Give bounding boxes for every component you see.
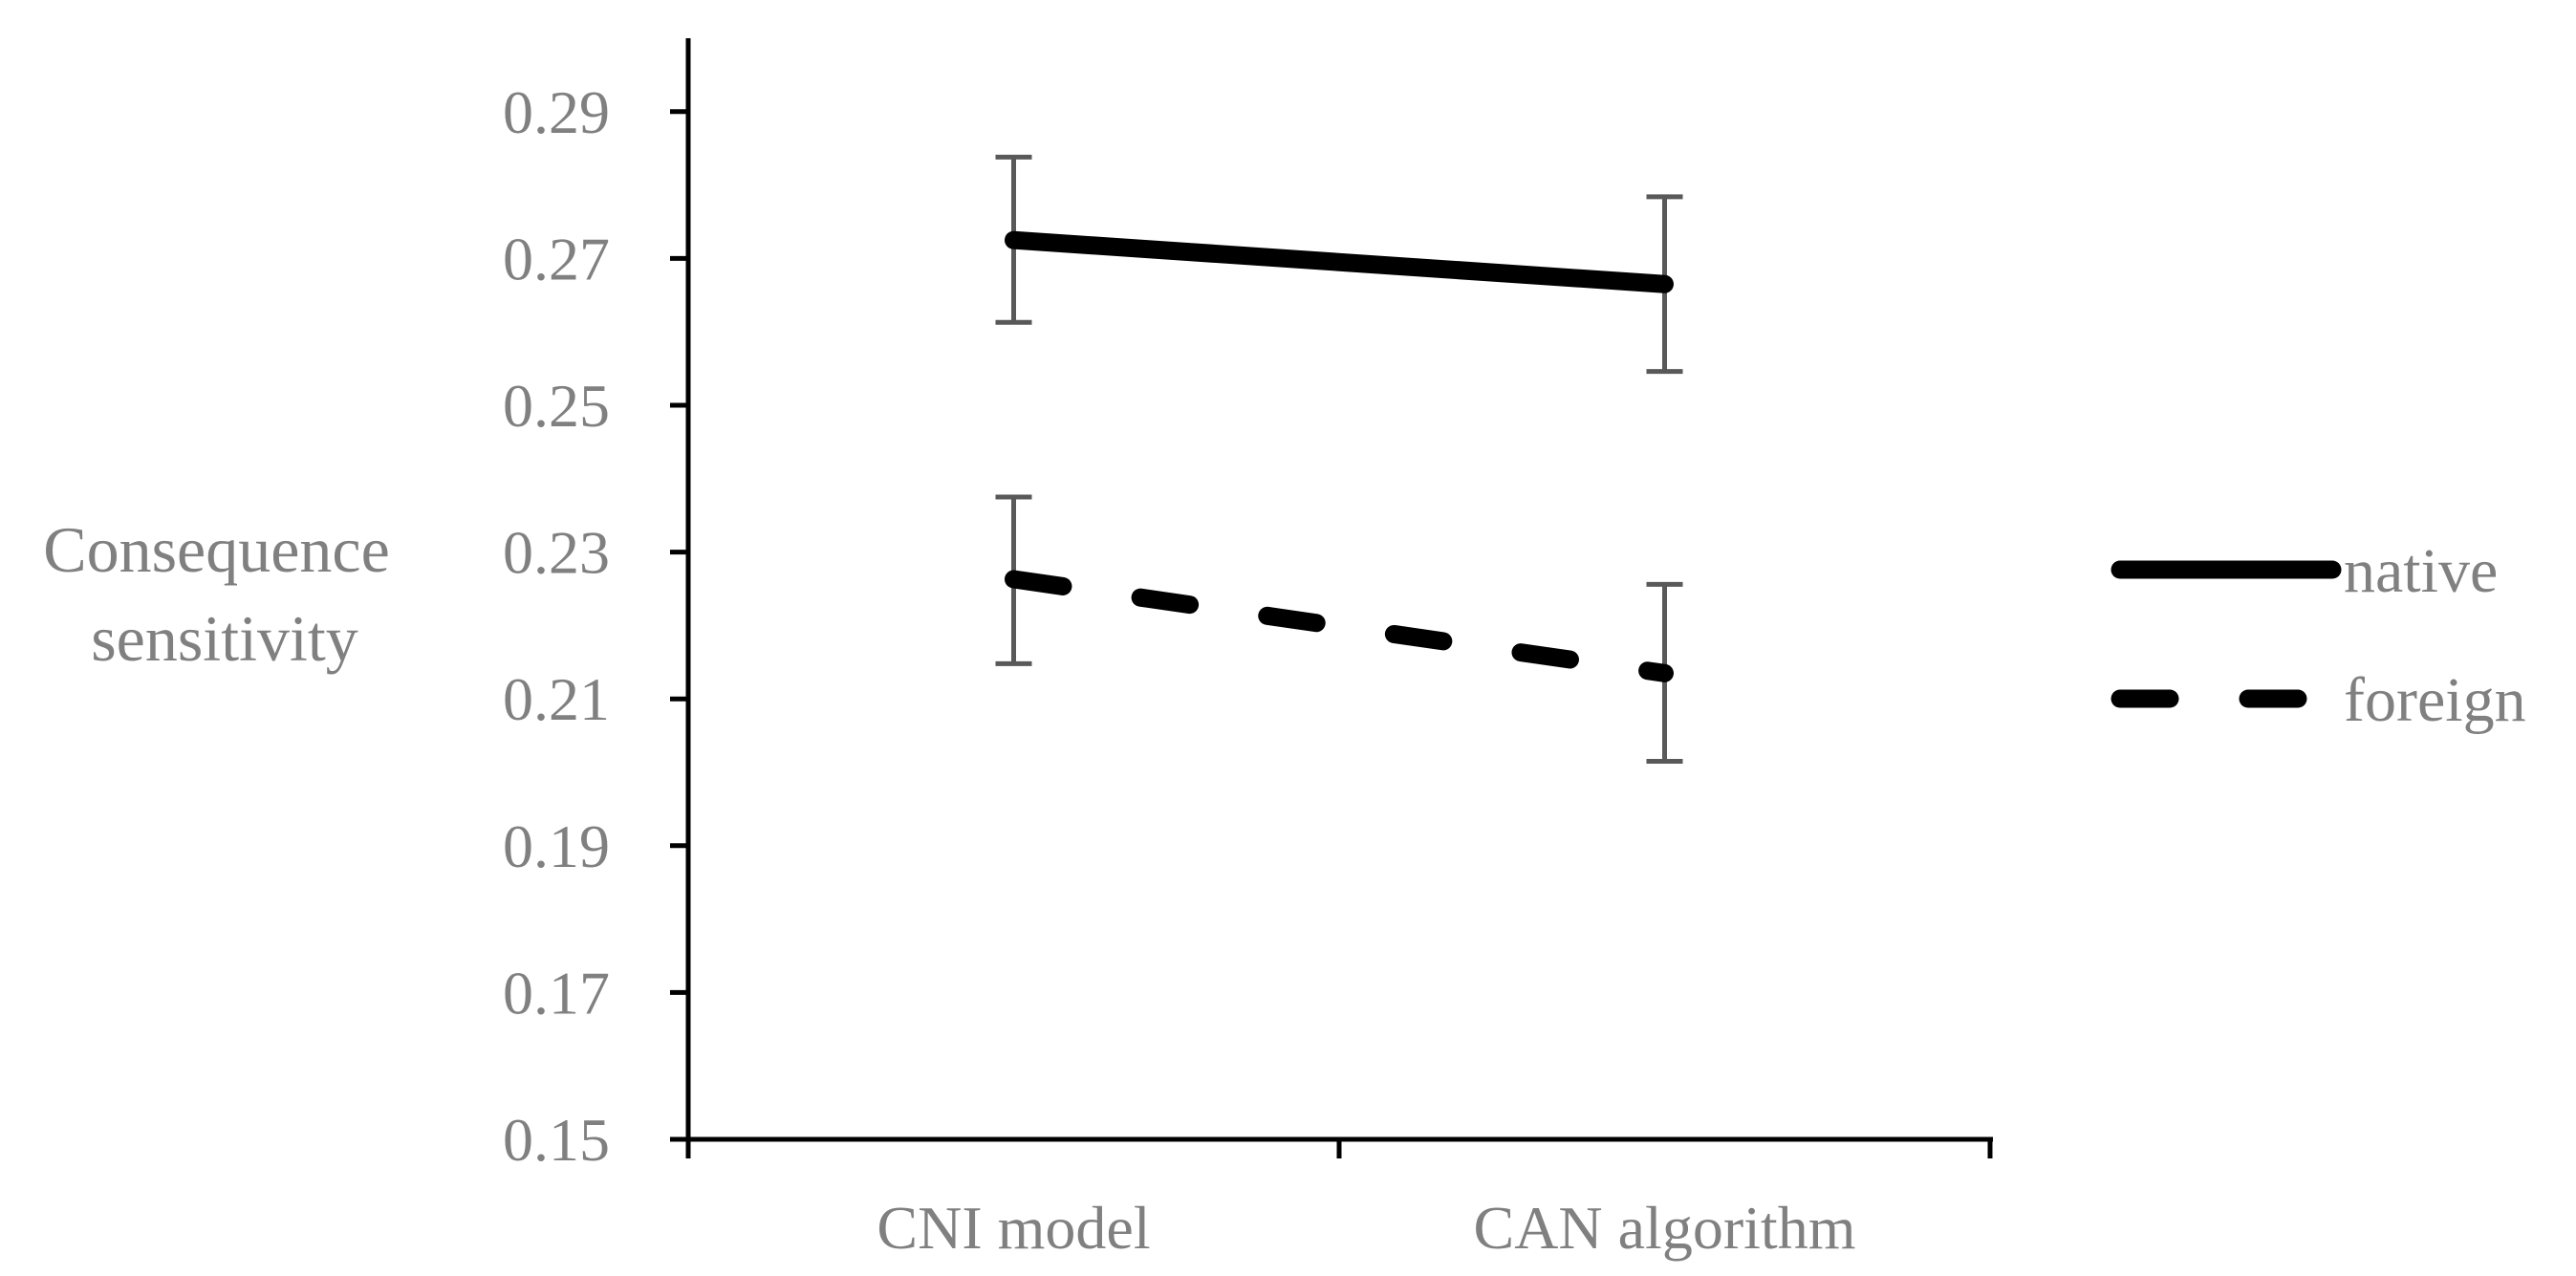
series-lines	[1005, 230, 1674, 682]
legend-item-native: native	[2111, 536, 2498, 606]
y-tick-label: 0.25	[503, 372, 610, 440]
y-tick-label: 0.17	[503, 959, 610, 1027]
y-tick-label: 0.21	[503, 665, 610, 733]
y-tick-label: 0.27	[503, 225, 610, 292]
legend-item-foreign: foreign	[2111, 665, 2526, 735]
series-line-native	[1005, 230, 1674, 293]
axes: 0.15 0.17 0.19 0.21 0.23 0.25 0.27 0.29 CNI mod…	[503, 38, 1993, 1262]
y-tick-label: 0.19	[503, 812, 610, 880]
series-line-foreign	[1005, 570, 1674, 682]
x-ticks: CNI model CAN algorithm	[685, 1139, 1993, 1262]
y-axis-label-line-2: sensitivity	[91, 602, 358, 675]
x-tick-label: CNI model	[877, 1194, 1150, 1262]
legend-label-foreign: foreign	[2344, 665, 2526, 735]
x-tick-label: CAN algorithm	[1474, 1194, 1856, 1262]
y-axis-label: Consequence sensitivity	[43, 513, 406, 675]
y-ticks: 0.15 0.17 0.19 0.21 0.23 0.25 0.27 0.29	[503, 78, 688, 1174]
y-tick-label: 0.15	[503, 1106, 610, 1174]
y-tick-label: 0.23	[503, 519, 610, 587]
y-axis-label-line-1: Consequence	[43, 513, 390, 586]
legend-label-native: native	[2344, 536, 2498, 606]
y-tick-label: 0.29	[503, 78, 610, 146]
legend: native foreign	[2111, 536, 2526, 735]
